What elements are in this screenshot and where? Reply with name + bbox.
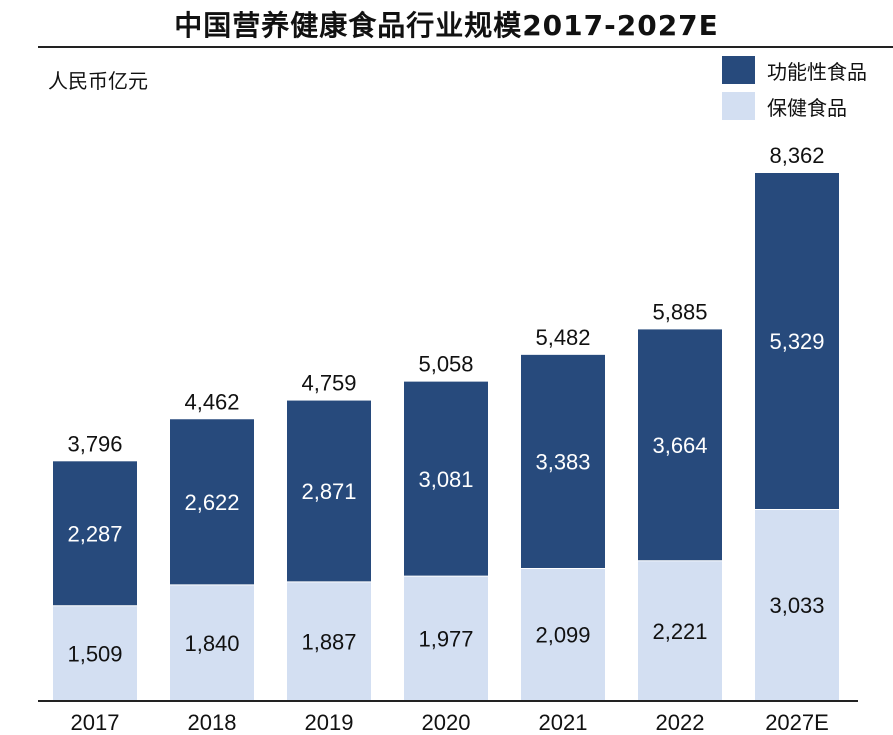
value-label-total-2018: 4,462 [184, 389, 239, 414]
bar-segment-health-food-2017 [53, 605, 137, 701]
value-label-total-2022: 5,885 [652, 299, 707, 324]
value-label-health-food-2027E: 3,033 [769, 593, 824, 618]
bar-segment-health-food-2022 [638, 560, 722, 701]
bar-segment-functional-food-2022 [638, 329, 722, 561]
value-label-health-food-2022: 2,221 [652, 619, 707, 644]
bar-segment-health-food-2019 [287, 581, 371, 701]
bar-segment-functional-food-2021 [521, 354, 605, 569]
x-tick-label-2021: 2021 [539, 710, 588, 735]
legend-item-functional-food: 功能性食品 [722, 54, 867, 86]
value-label-total-2019: 4,759 [301, 371, 356, 396]
value-label-functional-food-2022: 3,664 [652, 433, 707, 458]
value-label-health-food-2019: 1,887 [301, 629, 356, 654]
value-label-functional-food-2021: 3,383 [535, 450, 590, 475]
value-label-functional-food-2027E: 5,329 [769, 329, 824, 354]
value-label-total-2020: 5,058 [418, 352, 473, 377]
x-tick-label-2027E: 2027E [765, 710, 829, 735]
legend-label-health-food: 保健食品 [767, 95, 847, 120]
bar-segment-health-food-2020 [404, 576, 488, 701]
title-divider [38, 46, 893, 48]
bar-segment-health-food-2018 [170, 584, 254, 701]
legend-label-functional-food: 功能性食品 [767, 59, 867, 84]
x-tick-label-2017: 2017 [71, 710, 120, 735]
value-label-health-food-2021: 2,099 [535, 623, 590, 648]
value-label-health-food-2017: 1,509 [67, 641, 122, 666]
y-axis-unit-label: 人民币亿元 [48, 69, 148, 93]
bar-segment-functional-food-2018 [170, 419, 254, 585]
value-label-functional-food-2020: 3,081 [418, 467, 473, 492]
bar-segment-health-food-2027E [755, 509, 839, 701]
value-label-total-2021: 5,482 [535, 325, 590, 350]
legend-item-health-food: 保健食品 [722, 90, 847, 122]
value-label-health-food-2020: 1,977 [418, 627, 473, 652]
bar-segment-functional-food-2027E [755, 173, 839, 510]
x-tick-label-2022: 2022 [656, 710, 705, 735]
bar-segment-functional-food-2020 [404, 381, 488, 577]
bar-segment-functional-food-2017 [53, 461, 137, 606]
value-label-functional-food-2017: 2,287 [67, 522, 122, 547]
legend-swatch-health-food [722, 92, 755, 120]
value-label-total-2017: 3,796 [67, 431, 122, 456]
x-tick-label-2019: 2019 [305, 710, 354, 735]
chart-title: 中国营养健康食品行业规模2017-2027E [174, 9, 719, 42]
bar-segment-health-food-2021 [521, 568, 605, 701]
value-label-total-2027E: 8,362 [769, 143, 824, 168]
value-label-functional-food-2019: 2,871 [301, 479, 356, 504]
x-tick-label-2018: 2018 [188, 710, 237, 735]
x-tick-label-2020: 2020 [422, 710, 471, 735]
legend-swatch-functional-food [722, 56, 755, 84]
bar-segment-functional-food-2019 [287, 400, 371, 582]
value-label-functional-food-2018: 2,622 [184, 490, 239, 515]
value-label-health-food-2018: 1,840 [184, 631, 239, 656]
